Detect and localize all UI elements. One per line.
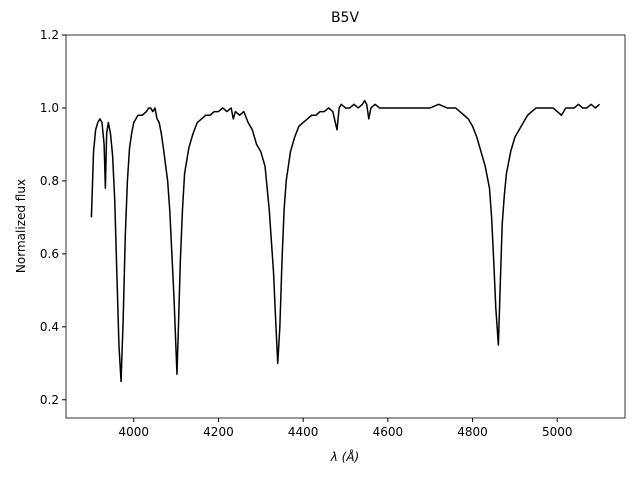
y-tick-label: 0.2 bbox=[40, 393, 59, 407]
x-tick-label: 4000 bbox=[118, 425, 149, 439]
x-tick-label: 4600 bbox=[373, 425, 404, 439]
x-tick-label: 5000 bbox=[542, 425, 573, 439]
plot-frame bbox=[65, 34, 626, 419]
y-tick-label: 1.0 bbox=[40, 101, 59, 115]
chart-title: B5V bbox=[331, 10, 360, 26]
spectrum-line bbox=[90, 99, 601, 383]
x-tick-label: 4400 bbox=[288, 425, 319, 439]
y-tick-label: 0.6 bbox=[40, 247, 59, 261]
y-tick-label: 1.2 bbox=[40, 28, 59, 42]
x-axis-label: λ (Å) bbox=[330, 449, 360, 464]
y-tick-label: 0.8 bbox=[40, 174, 59, 188]
x-tick-label: 4200 bbox=[203, 425, 234, 439]
y-axis-label: Normalized flux bbox=[14, 179, 28, 273]
y-tick-label: 0.4 bbox=[40, 320, 59, 334]
x-tick-label: 4800 bbox=[457, 425, 488, 439]
